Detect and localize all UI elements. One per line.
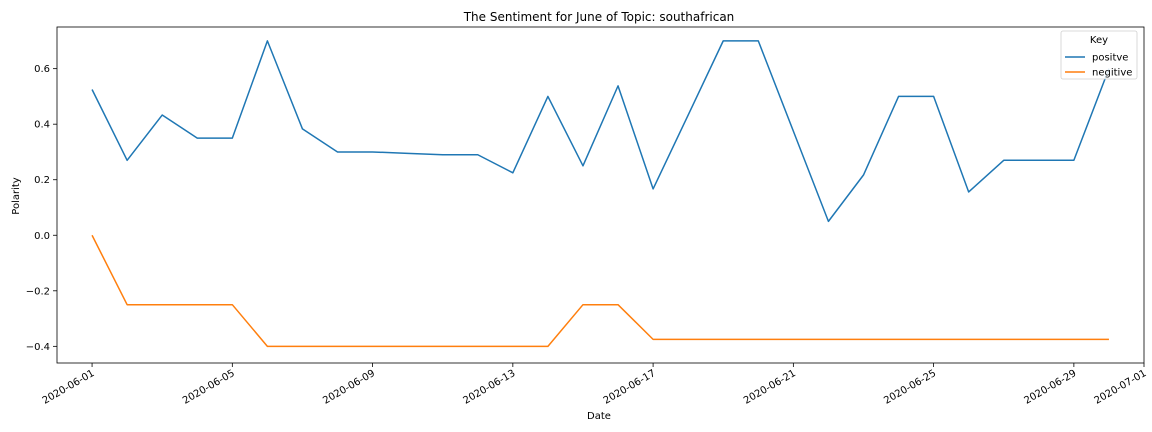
y-axis-label: Polarity [11,177,22,215]
x-tick-label: 2020-06-21 [742,368,798,407]
x-tick-label: 2020-06-25 [882,368,938,407]
plot-area: −0.4−0.20.00.20.40.6 2020-06-01 2020-06-0… [26,26,1149,407]
x-tick-label: 2020-07-01 [1093,368,1149,407]
x-tick-label: 2020-06-05 [181,368,237,407]
y-tick-label: 0.4 [34,120,50,131]
x-tick-label: 2020-06-01 [41,368,97,407]
legend-box [1060,30,1138,80]
x-tick-label: 2020-06-29 [1023,368,1079,407]
y-tick-label: −0.2 [26,286,50,297]
series-line-negitive [91,234,1109,348]
chart-title: The Sentiment for June of Topic: southaf… [463,10,735,24]
legend-label-negitive: negitive [1092,68,1132,79]
x-tick-label: 2020-06-09 [321,368,377,407]
x-tick-label: 2020-06-13 [462,368,518,407]
legend-title: Key [1090,35,1108,46]
y-tick-label: 0.6 [34,64,50,75]
legend: Key positve negitive [1060,30,1138,80]
y-tick-label: −0.4 [26,342,50,353]
axes-frame [56,26,1145,364]
y-axis: −0.4 −0.2 0.0 0.2 0.4 0.6 [26,64,57,353]
legend-label-positve: positve [1092,53,1128,64]
y-tick-label: 0.2 [34,175,50,186]
y-tick-label: 0.0 [34,231,50,242]
series-lines [91,40,1110,348]
series-line-positve [91,40,1110,223]
x-axis: 2020-06-01 2020-06-05 2020-06-09 2020-06-13… [41,363,1149,407]
x-tick-label: 2020-06-17 [602,368,658,407]
x-axis-label: Date [587,411,611,422]
